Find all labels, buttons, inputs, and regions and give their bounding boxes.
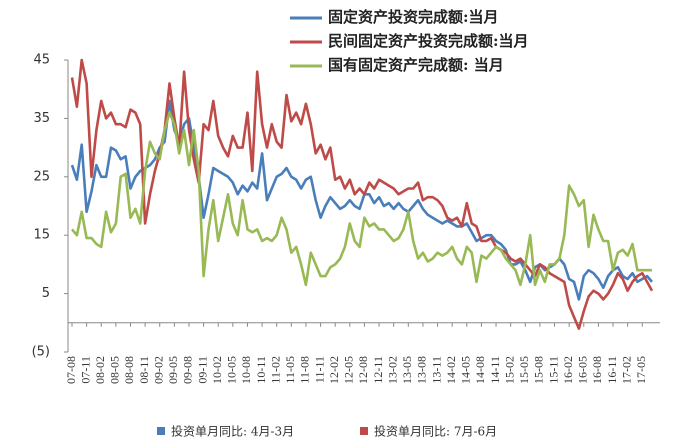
x-tick-label: 15-05 xyxy=(517,356,531,384)
y-tick-label: 15 xyxy=(33,228,50,243)
x-tick-label: 11-02 xyxy=(268,356,282,384)
x-tick-label: 11-11 xyxy=(312,356,326,383)
series-line xyxy=(70,58,654,330)
series-line xyxy=(71,111,652,287)
legend-square xyxy=(157,427,165,435)
x-tick-label: 16-11 xyxy=(605,356,619,384)
x-tick-label: 08-05 xyxy=(108,356,122,384)
x-tick-label: 10-05 xyxy=(225,356,239,384)
x-tick-label: 08-08 xyxy=(122,356,136,384)
x-tick-label: 17-05 xyxy=(634,356,648,384)
x-tick-label: 14-05 xyxy=(459,356,473,384)
legend-label: 民间固定资产投资完成额:当月 xyxy=(328,32,529,50)
y-tick-label: 5 xyxy=(42,286,50,301)
y-tick-label: 25 xyxy=(33,169,50,184)
x-tick-label: 11-05 xyxy=(283,356,297,384)
x-tick-label: 15-08 xyxy=(532,356,546,384)
y-tick-label: 35 xyxy=(33,111,50,126)
x-tick-label: 14-08 xyxy=(473,356,487,384)
x-tick-label: 12-05 xyxy=(342,356,356,384)
x-tick-label: 08-11 xyxy=(137,356,151,384)
x-tick-label: 13-11 xyxy=(429,356,443,384)
y-tick-label: (5) xyxy=(32,345,50,360)
x-tick-label: 14-11 xyxy=(488,356,502,384)
x-tick-label: 12-11 xyxy=(371,356,385,384)
x-tick-label: 15-11 xyxy=(546,356,560,384)
x-tick-label: 10-08 xyxy=(239,356,253,384)
x-tick-label: 15-02 xyxy=(502,356,516,384)
x-tick-label: 10-11 xyxy=(254,356,268,384)
x-tick-label: 16-05 xyxy=(576,356,590,384)
footnote-legend: 投资单月同比: 7月-6月 xyxy=(374,424,497,439)
legend-label: 国有固定资产完成额: 当月 xyxy=(328,56,504,74)
series-line xyxy=(70,99,653,301)
x-tick-label: 16-02 xyxy=(561,356,575,384)
x-tick-label: 13-05 xyxy=(400,356,414,384)
legend-square xyxy=(360,427,368,435)
x-tick-label: 09-05 xyxy=(166,356,180,384)
footnote-legend: 投资单月同比: 4月-3月 xyxy=(171,424,294,439)
x-tick-label: 10-02 xyxy=(210,356,224,384)
x-tick-label: 07-08 xyxy=(64,356,78,384)
x-tick-label: 12-08 xyxy=(356,356,370,384)
x-tick-label: 16-08 xyxy=(590,356,604,384)
x-tick-label: 08-02 xyxy=(93,356,107,384)
x-tick-label: 12-02 xyxy=(327,356,341,384)
x-tick-label: 13-02 xyxy=(385,356,399,384)
x-tick-label: 14-02 xyxy=(444,356,458,384)
x-tick-label: 09-11 xyxy=(195,356,209,384)
x-tick-label: 11-08 xyxy=(298,356,312,384)
x-tick-label: 07-11 xyxy=(78,356,92,384)
x-tick-label: 09-02 xyxy=(151,356,165,384)
x-tick-label: 09-08 xyxy=(181,356,195,384)
legend-label: 固定资产投资完成额:当月 xyxy=(328,8,499,26)
y-tick-label: 45 xyxy=(33,53,50,68)
x-tick-label: 17-02 xyxy=(619,356,633,384)
x-tick-label: 13-08 xyxy=(415,356,429,384)
